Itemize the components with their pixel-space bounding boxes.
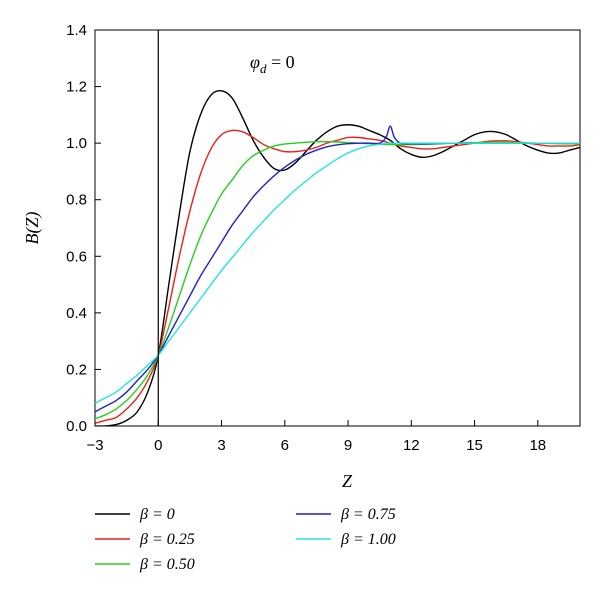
- phi-equals: = 0: [266, 52, 294, 72]
- legend-label-3: β = 0.75: [340, 506, 396, 523]
- y-ticks: 0.0 0.2 0.4 0.6 0.8 1.0 1.2 1.4: [66, 22, 101, 435]
- x-axis-title: Z: [342, 471, 353, 491]
- legend-label-2: β = 0.50: [139, 556, 195, 573]
- x-tick-label: −3: [86, 437, 103, 454]
- plot-area: [94, 29, 581, 427]
- series-line-4: [95, 142, 580, 404]
- y-tick-label: 0.0: [66, 418, 87, 435]
- y-tick-label: 0.2: [66, 361, 87, 378]
- legend-label-1: β = 0.25: [139, 531, 195, 548]
- y-tick-label: 1.0: [66, 135, 87, 152]
- series-line-0: [95, 89, 580, 426]
- y-tick-label: 1.4: [66, 22, 87, 39]
- x-tick-label: 6: [281, 437, 289, 454]
- phi-annotation: φd = 0: [250, 52, 295, 76]
- y-tick-label: 0.6: [66, 248, 87, 265]
- phi-subscript: d: [260, 61, 267, 76]
- legend-label-4: β = 1.00: [340, 531, 396, 548]
- y-axis-title: B(Z): [22, 212, 43, 245]
- phi-symbol: φ: [250, 52, 260, 72]
- x-tick-label: 12: [403, 437, 420, 454]
- x-tick-label: 9: [344, 437, 352, 454]
- legend: β = 0 β = 0.25 β = 0.50 β = 0.75 β = 1.00: [95, 506, 396, 573]
- x-tick-label: 18: [529, 437, 546, 454]
- y-tick-label: 0.8: [66, 192, 87, 209]
- legend-label-0: β = 0: [139, 506, 175, 523]
- y-tick-label: 0.4: [66, 305, 87, 322]
- x-tick-label: 3: [217, 437, 225, 454]
- x-ticks: −3 0 3 6 9 12 15 18: [86, 420, 546, 454]
- x-tick-label: 0: [154, 437, 162, 454]
- y-tick-label: 1.2: [66, 79, 87, 96]
- x-tick-label: 15: [466, 437, 483, 454]
- series-line-1: [95, 129, 580, 424]
